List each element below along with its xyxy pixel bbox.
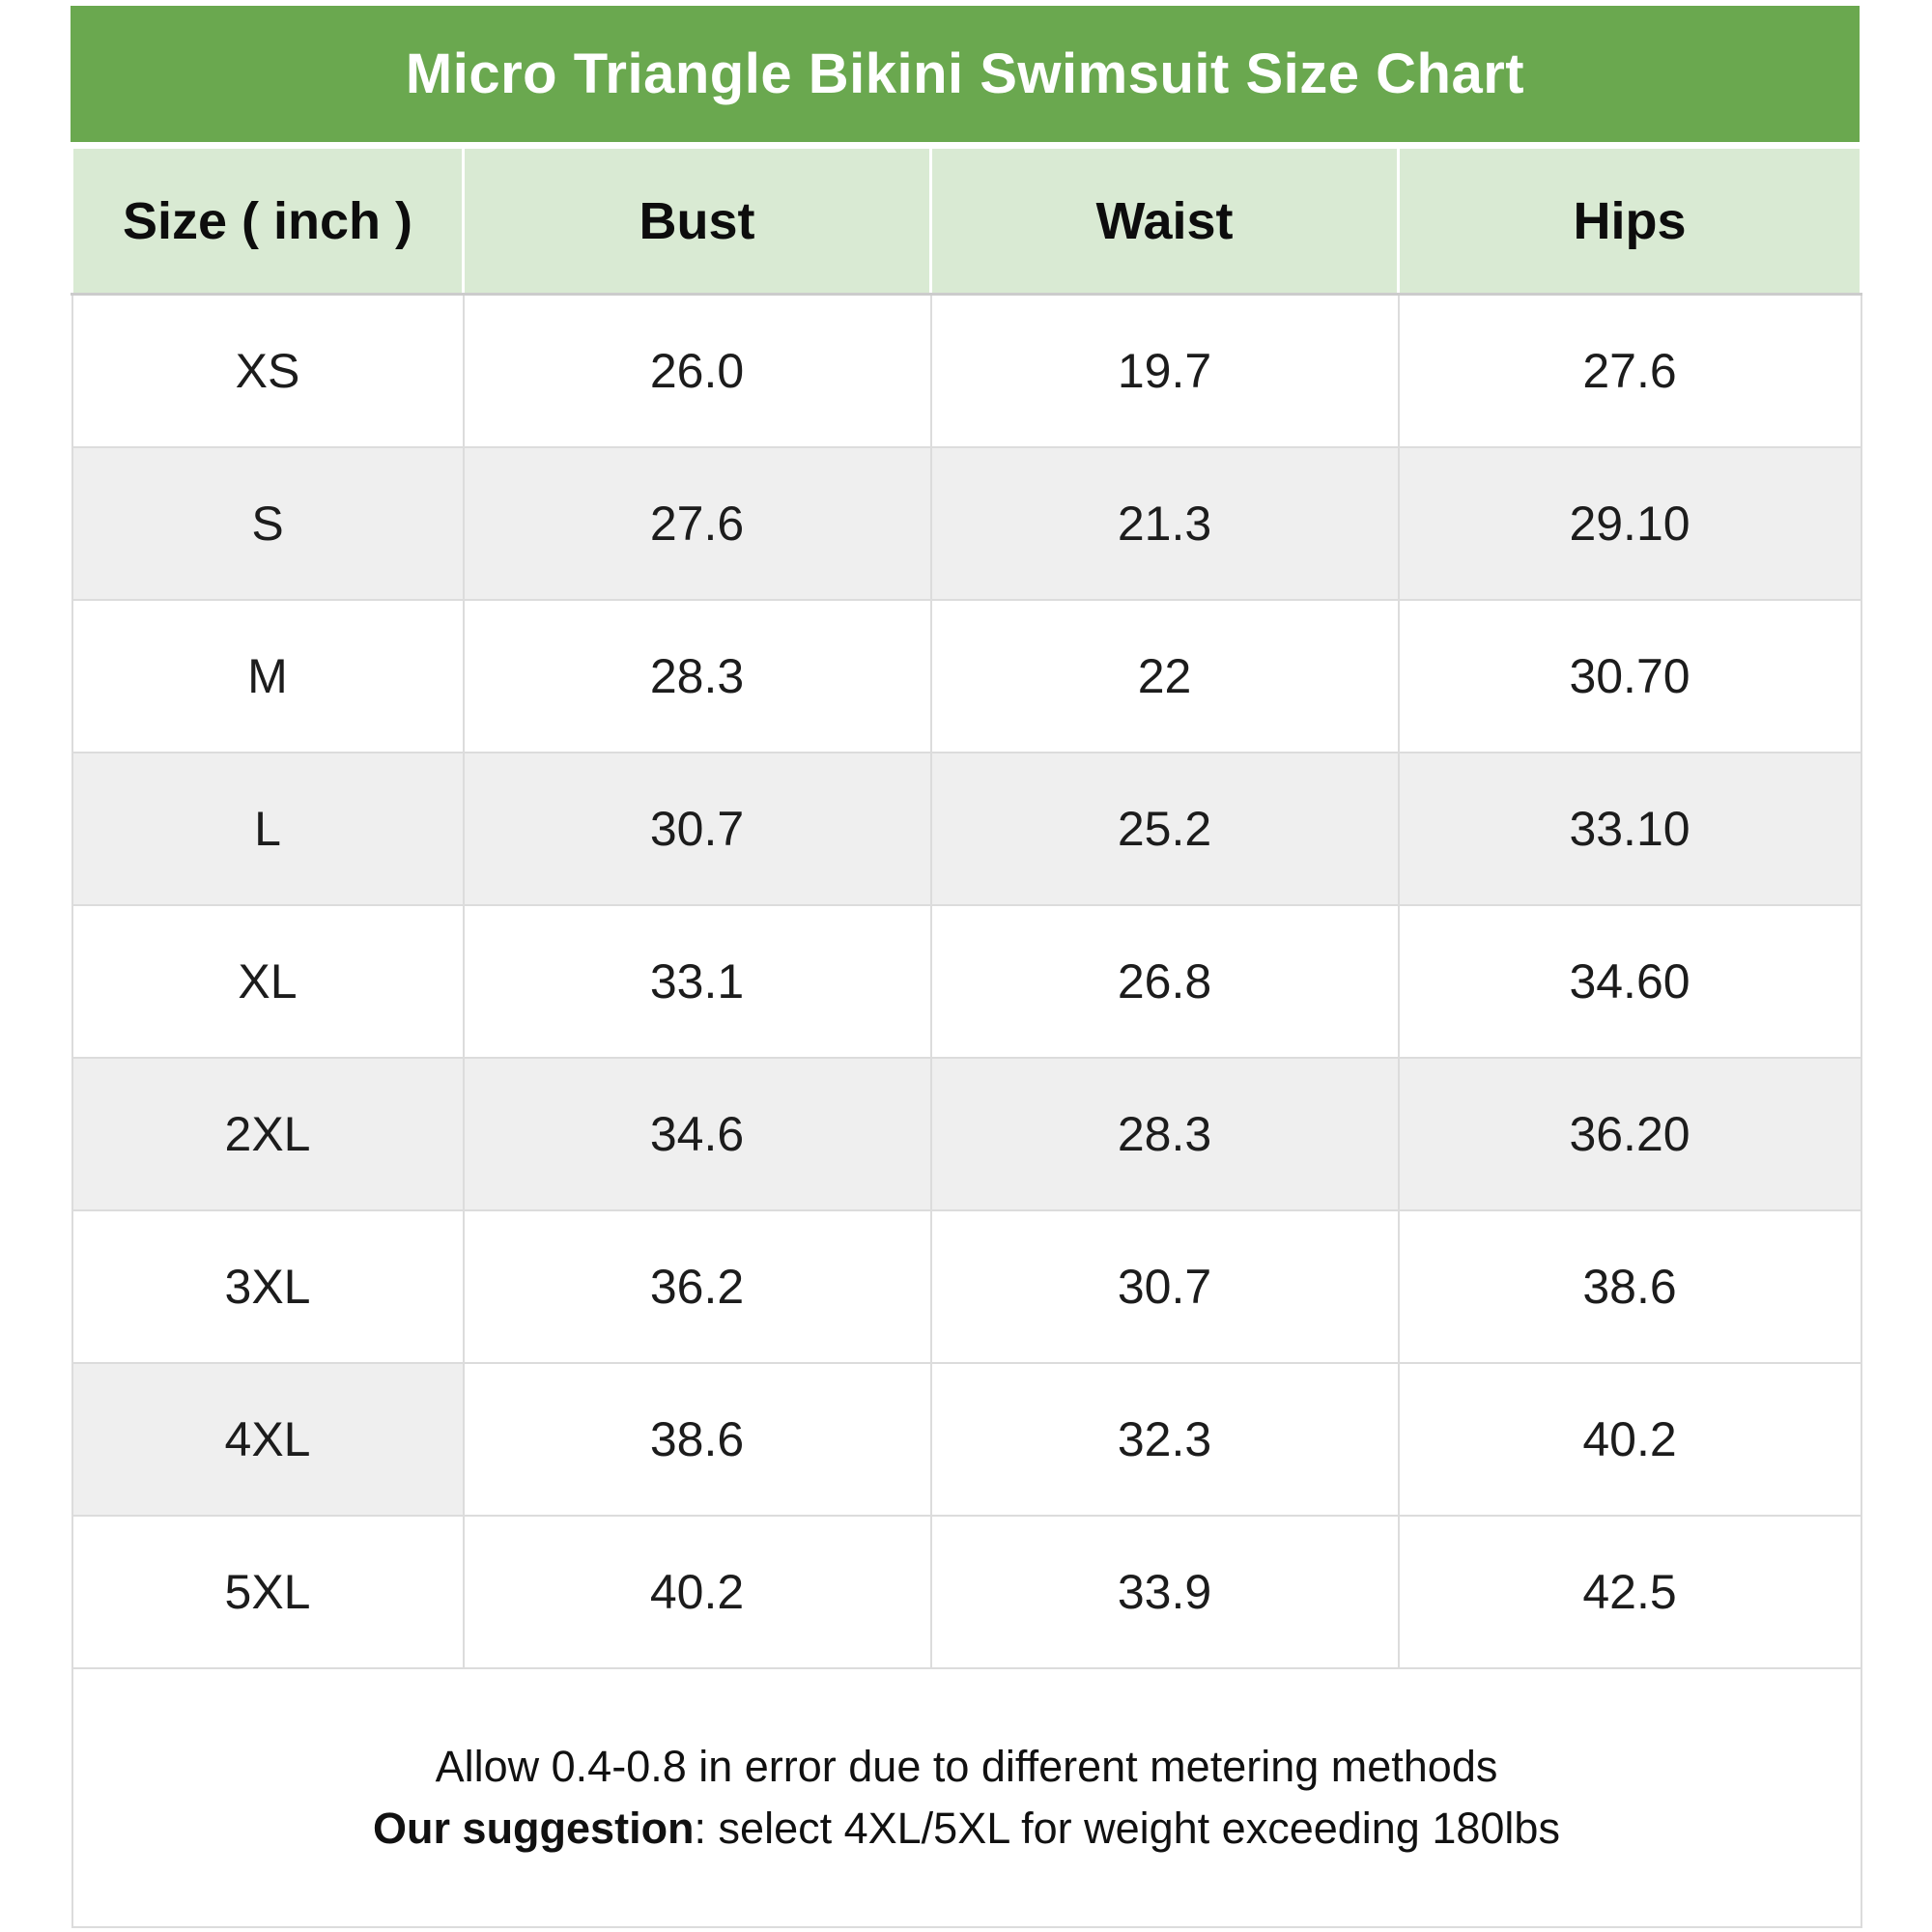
- footer-line-suggestion: Our suggestion: select 4XL/5XL for weigh…: [73, 1798, 1861, 1860]
- cell-size: L: [71, 752, 465, 906]
- table-row: M 28.3 22 30.70: [71, 599, 1862, 753]
- cell-bust: 38.6: [462, 1362, 932, 1517]
- suggestion-label: Our suggestion: [373, 1804, 695, 1853]
- cell-bust: 27.6: [462, 446, 932, 601]
- cell-bust: 26.0: [462, 293, 932, 448]
- cell-waist: 33.9: [929, 1515, 1400, 1669]
- cell-size: S: [71, 446, 465, 601]
- footer-line-error-note: Allow 0.4-0.8 in error due to different …: [435, 1742, 1498, 1792]
- cell-bust: 40.2: [462, 1515, 932, 1669]
- cell-hips: 38.6: [1397, 1209, 1862, 1364]
- cell-waist: 19.7: [929, 293, 1400, 448]
- cell-size: 4XL: [71, 1362, 465, 1517]
- title-bar: Micro Triangle Bikini Swimsuit Size Char…: [71, 6, 1860, 142]
- table-header-row: Size ( inch ) Bust Waist Hips: [71, 146, 1862, 296]
- table-row: XL 33.1 26.8 34.60: [71, 904, 1862, 1059]
- cell-hips: 27.6: [1397, 293, 1862, 448]
- cell-hips: 33.10: [1397, 752, 1862, 906]
- cell-hips: 34.60: [1397, 904, 1862, 1059]
- table-row: S 27.6 21.3 29.10: [71, 446, 1862, 601]
- cell-waist: 21.3: [929, 446, 1400, 601]
- column-header-hips: Hips: [1397, 146, 1862, 296]
- cell-hips: 36.20: [1397, 1057, 1862, 1211]
- cell-bust: 36.2: [462, 1209, 932, 1364]
- cell-bust: 28.3: [462, 599, 932, 753]
- cell-hips: 29.10: [1397, 446, 1862, 601]
- cell-hips: 30.70: [1397, 599, 1862, 753]
- table-row: 4XL 38.6 32.3 40.2: [71, 1362, 1862, 1517]
- column-header-size: Size ( inch ): [71, 146, 465, 296]
- column-header-bust: Bust: [462, 146, 932, 296]
- table-row: 2XL 34.6 28.3 36.20: [71, 1057, 1862, 1211]
- suggestion-text: : select 4XL/5XL for weight exceeding 18…: [694, 1804, 1560, 1853]
- cell-size: 2XL: [71, 1057, 465, 1211]
- cell-waist: 28.3: [929, 1057, 1400, 1211]
- cell-waist: 25.2: [929, 752, 1400, 906]
- cell-hips: 42.5: [1397, 1515, 1862, 1669]
- cell-hips: 40.2: [1397, 1362, 1862, 1517]
- cell-size: XS: [71, 293, 465, 448]
- cell-size: 5XL: [71, 1515, 465, 1669]
- table-row: 5XL 40.2 33.9 42.5: [71, 1515, 1862, 1669]
- table-row: 3XL 36.2 30.7 38.6: [71, 1209, 1862, 1364]
- cell-size: 3XL: [71, 1209, 465, 1364]
- page-title: Micro Triangle Bikini Swimsuit Size Char…: [405, 43, 1525, 105]
- size-chart-sheet: Micro Triangle Bikini Swimsuit Size Char…: [71, 6, 1862, 1928]
- footer-note: Allow 0.4-0.8 in error due to different …: [71, 1667, 1862, 1928]
- cell-waist: 22: [929, 599, 1400, 753]
- cell-size: M: [71, 599, 465, 753]
- cell-waist: 26.8: [929, 904, 1400, 1059]
- table-row: XS 26.0 19.7 27.6: [71, 293, 1862, 448]
- table-row: L 30.7 25.2 33.10: [71, 752, 1862, 906]
- size-chart-table: Size ( inch ) Bust Waist Hips XS 26.0 19…: [71, 146, 1862, 1928]
- cell-bust: 30.7: [462, 752, 932, 906]
- footer-row: Allow 0.4-0.8 in error due to different …: [71, 1667, 1862, 1928]
- cell-size: XL: [71, 904, 465, 1059]
- column-header-waist: Waist: [929, 146, 1400, 296]
- cell-waist: 30.7: [929, 1209, 1400, 1364]
- cell-waist: 32.3: [929, 1362, 1400, 1517]
- cell-bust: 34.6: [462, 1057, 932, 1211]
- cell-bust: 33.1: [462, 904, 932, 1059]
